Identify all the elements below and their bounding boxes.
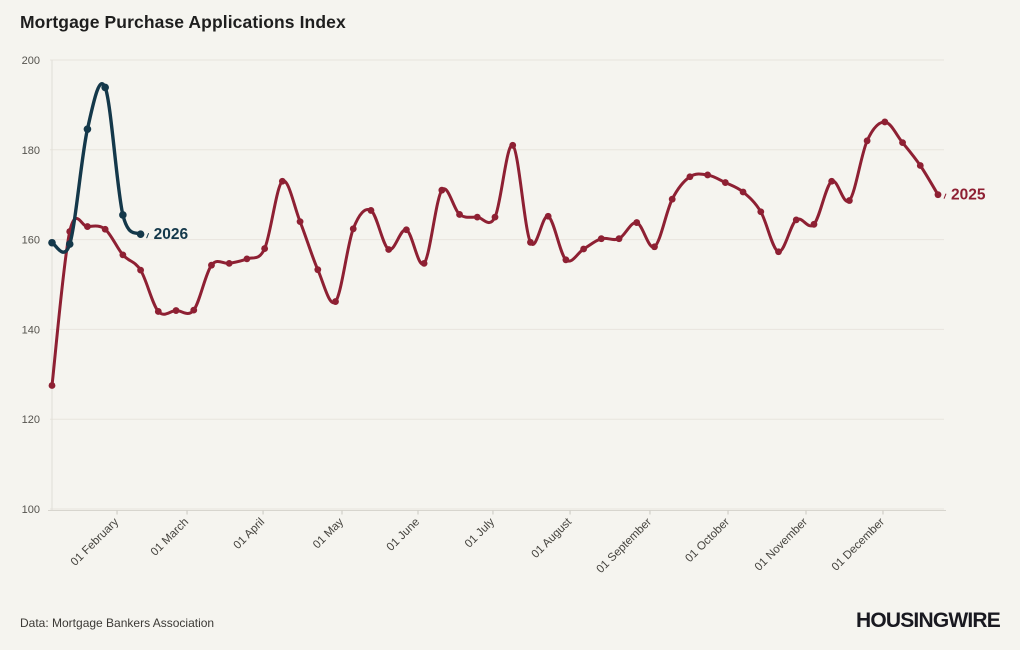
point-2025-50	[934, 191, 942, 199]
point-2025-3	[101, 225, 109, 233]
point-2025-18	[367, 207, 375, 214]
point-2025-27	[527, 238, 534, 246]
point-2025-0	[48, 382, 56, 389]
point-2025-23	[456, 211, 463, 218]
point-2025-4	[119, 251, 127, 259]
point-2025-24	[473, 213, 481, 221]
x-tick-label-9: 01 November	[753, 516, 810, 573]
point-2025-45	[846, 197, 853, 204]
point-2025-16	[332, 298, 339, 305]
point-2025-32	[615, 235, 623, 243]
point-2025-47	[881, 118, 889, 126]
x-tick-label-1: 01 March	[149, 516, 191, 558]
point-2026-5	[136, 230, 145, 239]
x-tick-label-10: 01 December	[830, 516, 887, 573]
data-source-note: Data: Mortgage Bankers Association	[20, 616, 215, 630]
point-2025-38	[721, 179, 729, 186]
label-leader-2025	[943, 193, 947, 199]
point-2026-3	[101, 83, 109, 92]
y-tick-label-120: 120	[22, 414, 40, 426]
point-2025-25	[491, 213, 499, 221]
point-2025-34	[651, 243, 658, 251]
point-2025-29	[562, 256, 570, 264]
x-tick-label-2: 01 April	[232, 516, 268, 552]
point-2025-26	[509, 141, 517, 149]
point-2025-42	[792, 216, 800, 224]
series-label-2025: 2025	[951, 187, 986, 204]
y-tick-label-160: 160	[22, 235, 40, 247]
point-2025-8	[190, 306, 198, 314]
chart-title: Mortgage Purchase Applications Index	[20, 12, 346, 32]
point-2025-49	[916, 162, 924, 169]
point-2025-19	[385, 246, 393, 253]
housingwire-logo: HOUSINGWIRE	[855, 609, 1001, 632]
point-2025-21	[420, 259, 428, 267]
point-2025-20	[403, 226, 410, 234]
point-2025-41	[775, 248, 782, 256]
point-2026-4	[119, 211, 127, 219]
y-tick-label-180: 180	[22, 145, 40, 157]
point-2025-17	[349, 225, 357, 233]
y-tick-label-100: 100	[22, 504, 40, 516]
x-tick-label-0: 01 February	[69, 516, 122, 569]
point-2026-0	[48, 238, 56, 247]
point-2025-37	[704, 171, 712, 179]
series-label-2026: 2026	[154, 226, 189, 243]
point-2025-30	[580, 245, 587, 253]
point-2025-7	[172, 307, 180, 314]
point-2025-11	[243, 255, 251, 263]
y-tick-label-200: 200	[22, 55, 40, 67]
x-tick-label-4: 01 June	[385, 516, 422, 553]
point-2025-14	[296, 218, 304, 226]
point-2025-44	[828, 177, 836, 185]
point-2025-28	[544, 212, 552, 220]
y-tick-label-140: 140	[22, 324, 40, 336]
point-2025-12	[261, 245, 269, 252]
x-tick-label-6: 01 August	[530, 516, 575, 561]
point-2025-13	[278, 177, 286, 185]
point-2025-43	[810, 220, 818, 228]
point-2025-39	[739, 188, 747, 196]
point-2025-31	[597, 235, 605, 243]
line-2025	[50, 120, 940, 388]
x-tick-label-5: 01 July	[463, 516, 497, 550]
point-2025-40	[757, 208, 765, 216]
point-2025-36	[686, 173, 694, 181]
point-2025-5	[137, 266, 145, 274]
x-tick-label-7: 01 September	[595, 516, 655, 576]
point-2025-10	[225, 259, 233, 267]
x-tick-label-3: 01 May	[311, 516, 346, 551]
point-2025-6	[154, 308, 162, 315]
x-tick-label-8: 01 October	[683, 516, 732, 565]
point-2025-2	[84, 223, 91, 230]
point-2025-9	[208, 261, 215, 269]
label-leader-2026	[146, 233, 150, 239]
point-2026-1	[65, 240, 74, 248]
point-2025-33	[633, 219, 641, 226]
point-2025-22	[438, 186, 446, 194]
point-2025-35	[668, 195, 676, 203]
point-2025-15	[314, 266, 322, 274]
point-2025-46	[863, 137, 871, 145]
point-2026-2	[83, 125, 92, 133]
point-2025-48	[899, 139, 906, 147]
